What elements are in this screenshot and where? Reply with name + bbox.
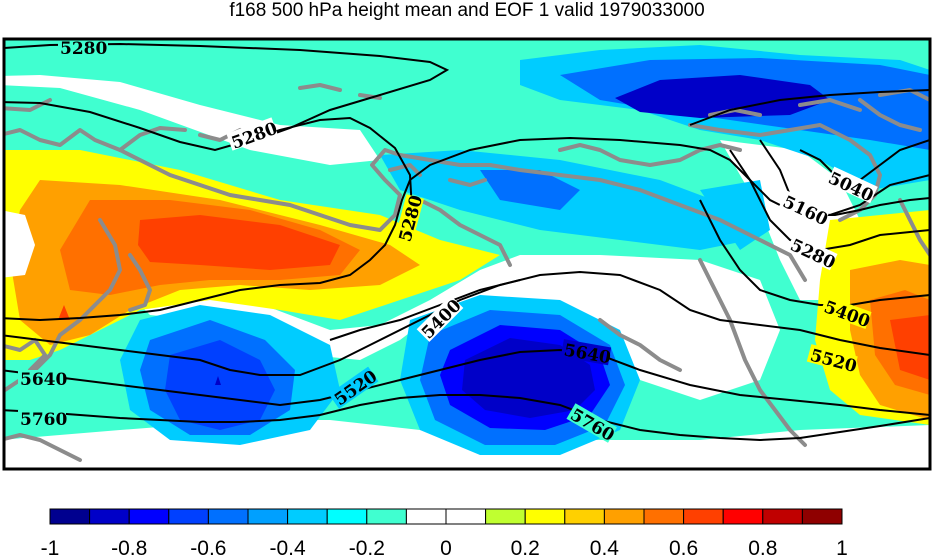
positive-marker-red: [58, 305, 70, 320]
map-frame: [2, 37, 932, 471]
coastline-asia-east: [418, 198, 512, 267]
colorbar-swatch: [89, 508, 130, 525]
colorbar-tick-label: 0.4: [590, 537, 620, 558]
contour-5760-1: [4, 394, 930, 442]
colorbar: [49, 508, 843, 525]
contour-label: 5640: [20, 370, 67, 390]
colorbar-swatch: [524, 508, 566, 525]
contour-labels: 5280 5280 5280 5040 5160 5280 5400 5400 …: [18, 39, 878, 446]
contour-5280-north: [4, 42, 450, 136]
colorbar-swatch: [762, 508, 803, 525]
contour-5640-1: [4, 348, 930, 416]
colorbar-ticks: -1 -0.8 -0.6 -0.4 -0.2 0 0.2 0.4 0.6 0.8 1: [41, 537, 848, 558]
contour-5520-1: [4, 270, 930, 376]
negative-region-north-strong: [615, 75, 830, 118]
colorbar-tick-label: 0.8: [748, 537, 777, 558]
colorbar-tick-label: -1: [41, 537, 60, 558]
colorbar-tick-label: 0: [440, 537, 452, 558]
colorbar-swatch: [247, 508, 289, 525]
colorbar-swatch: [49, 508, 91, 525]
contour-label: 5280: [60, 39, 107, 59]
contour-5400-east: [699, 199, 930, 306]
colorbar-swatch: [643, 508, 685, 525]
coastline-siberia: [558, 143, 742, 167]
colorbar-swatch: [405, 508, 447, 525]
colorbar-tick-label: 1: [836, 537, 848, 558]
coastline-iberia: [4, 433, 82, 462]
negative-region-central-mid: [480, 170, 580, 210]
colorbar-swatch: [564, 508, 605, 525]
colorbar-tick-label: -0.4: [270, 537, 307, 558]
negative-region-east-light: [700, 180, 770, 250]
colorbar-swatch: [603, 508, 645, 525]
neutral-region-center: [120, 255, 780, 400]
colorbar-tick-label: -0.8: [111, 537, 147, 558]
coastline-west-north: [4, 128, 807, 282]
contour-5400-center: [329, 279, 521, 341]
negative-marker-blue: [215, 376, 221, 385]
coastline-scandinavia-inner: [128, 253, 152, 312]
positive-region-west-red: [138, 215, 340, 270]
map-title: f168 500 hPa height mean and EOF 1 valid…: [229, 0, 705, 21]
positive-region-west-white: [4, 210, 35, 278]
colorbar-swatch: [168, 508, 209, 525]
coastline-japan: [598, 318, 682, 372]
coastline-central-islands: [388, 163, 487, 187]
colorbar-swatch: [683, 508, 724, 525]
colorbar-swatch: [128, 508, 170, 525]
colorbar-swatch: [207, 508, 249, 525]
negative-region-southcentral-peak: [462, 338, 595, 418]
eof-shading: [4, 39, 930, 469]
coastline-arctic-edge: [298, 83, 382, 100]
colorbar-swatch: [366, 508, 407, 525]
colorbar-swatch: [287, 508, 328, 525]
colorbar-tick-label: -0.6: [190, 537, 226, 558]
neutral-region-north: [4, 75, 380, 165]
colorbar-tick-label: -0.2: [349, 537, 385, 558]
coastline-canada-islands: [858, 98, 922, 132]
coastline-canada-east: [898, 198, 930, 257]
contour-label: 5760: [20, 410, 67, 430]
colorbar-tick-label: 0.2: [511, 537, 540, 558]
contour-5280-northeast: [689, 89, 930, 126]
colorbar-swatch: [722, 508, 764, 525]
contour-5280-west: [4, 101, 251, 152]
colorbar-swatch: [485, 508, 526, 525]
coastline-kamchatka: [698, 258, 807, 447]
positive-region-east-red: [890, 315, 930, 380]
colorbar-swatch: [326, 508, 368, 525]
colorbar-swatch: [445, 508, 487, 525]
colorbar-swatch: [801, 508, 843, 525]
colorbar-tick-label: 0.6: [669, 537, 698, 558]
